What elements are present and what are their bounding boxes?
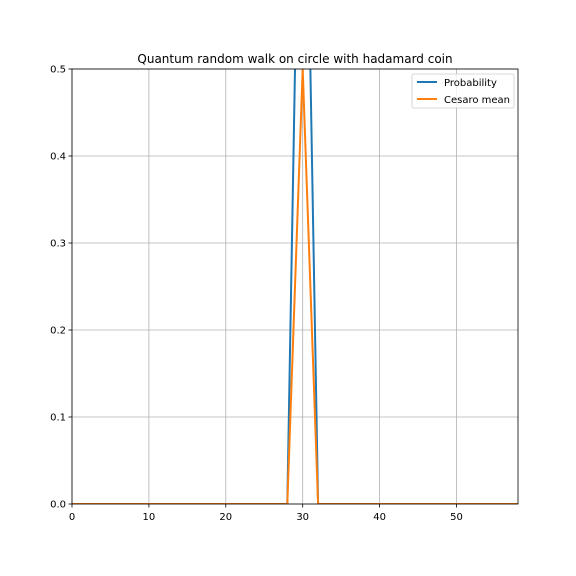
x-tick-label: 0 (69, 512, 75, 523)
y-tick-label: 0.2 (50, 326, 66, 337)
legend-box (411, 73, 515, 109)
ticks: 0 10 20 30 40 50 0.0 0.1 0.2 0.3 0.4 0.5 (50, 65, 463, 524)
x-tick-label: 30 (296, 512, 309, 523)
plot-frame (71, 68, 519, 505)
chart-title: Quantum random walk on circle with hadam… (137, 52, 452, 66)
y-tick-label: 0.1 (50, 413, 66, 424)
x-tick-label: 50 (450, 512, 463, 523)
y-tick-label: 0.0 (50, 500, 66, 511)
y-tick-label: 0.4 (50, 152, 66, 163)
legend-label-cesaro-mean: Cesaro mean (444, 95, 510, 106)
x-tick-label: 20 (219, 512, 232, 523)
y-tick-label: 0.5 (50, 65, 66, 76)
x-tick-label: 10 (143, 512, 156, 523)
legend-label-probability: Probability (444, 78, 497, 89)
y-tick-label: 0.3 (50, 239, 66, 250)
legend: Probability Cesaro mean (411, 73, 515, 109)
x-tick-label: 40 (373, 512, 386, 523)
